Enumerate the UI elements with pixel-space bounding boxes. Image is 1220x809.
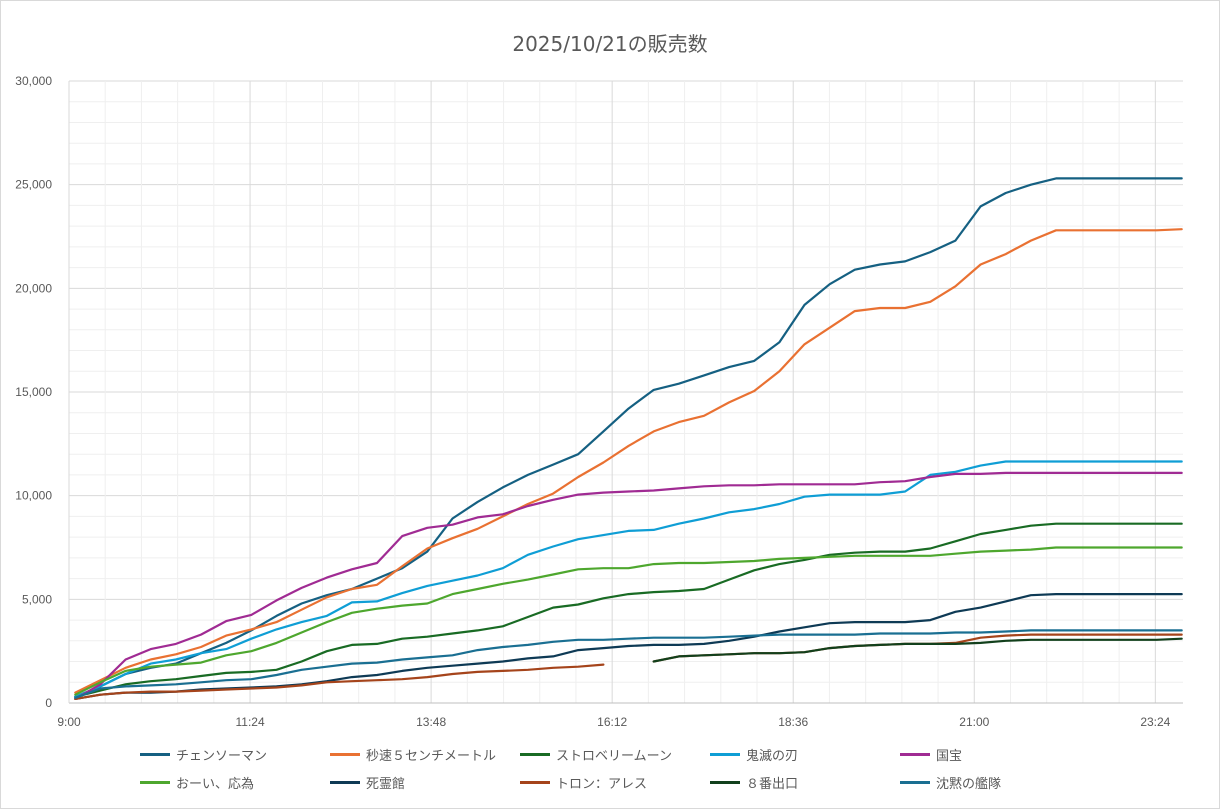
series-6: [74, 546, 1183, 696]
legend-item-silent-service: 沈黙の艦隊: [900, 773, 1001, 792]
series-line: [74, 471, 1183, 701]
x-tick-label: 9:00: [57, 715, 81, 729]
legend-swatch: [330, 753, 360, 756]
y-tick-label: 15,000: [15, 385, 52, 399]
series-10: [74, 629, 1183, 699]
legend-swatch: [900, 753, 930, 756]
series-8: [74, 633, 1183, 701]
series-5: [74, 471, 1183, 701]
legend-swatch: [520, 781, 550, 784]
legend-item-kokuho: 国宝: [900, 745, 962, 764]
x-tick-label: 18:36: [778, 715, 808, 729]
y-tick-label: 20,000: [15, 281, 52, 295]
axis-ticks: 0 5,000 10,000 15,000 20,000 25,000 30,000 9:00…: [15, 74, 1170, 729]
legend-item-ooi-oui: おーい、応為: [140, 773, 254, 792]
chart-title: 2025/10/21の販売数: [512, 32, 708, 56]
series-line: [74, 546, 1183, 696]
series-line: [74, 663, 605, 701]
legend-item-tron-ares: トロン：アレス: [520, 773, 647, 792]
legend-label: 秒速５センチメートル: [366, 749, 497, 764]
legend-label: チェンソーマン: [176, 749, 268, 764]
legend-label: 鬼滅の刃: [746, 749, 799, 764]
y-tick-label: 30,000: [15, 74, 52, 88]
series-9: [652, 637, 1183, 663]
series-line: [74, 522, 1183, 698]
series-line: [652, 637, 1183, 663]
legend-item-chainsaw-man: チェンソーマン: [140, 745, 267, 764]
series-line: [74, 629, 1183, 699]
legend-swatch: [520, 753, 550, 756]
legend-label: おーい、応為: [176, 777, 255, 792]
y-tick-label: 10,000: [15, 489, 52, 503]
series-line: [652, 633, 1183, 663]
legend-label: 沈黙の艦隊: [936, 777, 1002, 792]
x-tick-label: 16:12: [597, 715, 627, 729]
legend-swatch: [710, 781, 740, 784]
series-1: [74, 177, 1183, 698]
legend-swatch: [900, 781, 930, 784]
series-2: [74, 228, 1183, 694]
legend-label: ストロベリームーン: [556, 749, 672, 764]
legend-label: ８番出口: [746, 777, 799, 792]
legend-label: トロン：アレス: [556, 777, 648, 792]
legend-swatch: [140, 753, 170, 756]
legend-item-byousoku: 秒速５センチメートル: [330, 745, 496, 764]
y-tick-label: 0: [45, 696, 52, 710]
legend-item-exit-8: ８番出口: [710, 773, 798, 792]
series-4: [74, 460, 1183, 698]
series-lines: [74, 177, 1183, 701]
gridlines: [68, 80, 1183, 704]
legend-item-kimetsu: 鬼滅の刃: [710, 745, 798, 764]
legend-label: 国宝: [936, 749, 963, 764]
legend-item-conjuring: 死霊館: [330, 773, 405, 792]
legend-item-strawberry-moon: ストロベリームーン: [520, 745, 672, 764]
series-3: [74, 522, 1183, 698]
series-line: [74, 177, 1183, 698]
series-7: [74, 592, 1183, 701]
legend-swatch: [330, 781, 360, 784]
y-tick-label: 5,000: [22, 592, 52, 606]
series-line: [74, 592, 1183, 701]
y-tick-label: 25,000: [15, 178, 52, 192]
x-tick-label: 11:24: [235, 715, 264, 729]
x-tick-label: 21:00: [959, 715, 989, 729]
x-tick-label: 13:48: [416, 715, 446, 729]
legend-swatch: [710, 753, 740, 756]
series-line: [74, 460, 1183, 698]
x-tick-label: 23:24: [1140, 715, 1170, 729]
legend-swatch: [140, 781, 170, 784]
series-line: [74, 228, 1183, 694]
legend-label: 死霊館: [366, 777, 406, 792]
